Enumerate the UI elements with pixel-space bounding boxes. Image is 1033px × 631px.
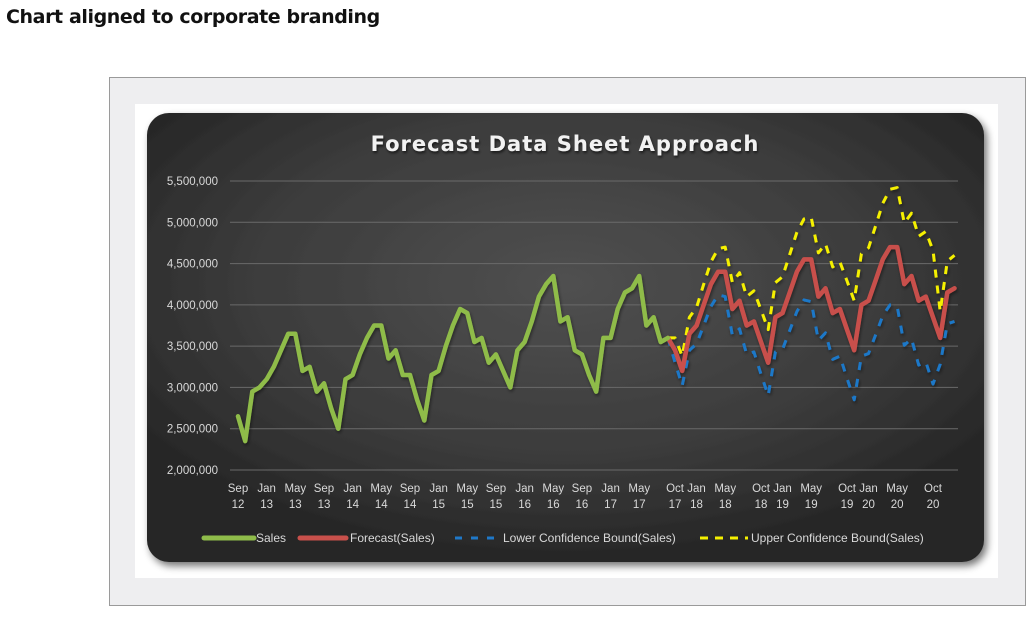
x-tick-year: 20 — [891, 499, 904, 511]
series-layer — [235, 186, 957, 444]
x-tick-month: Oct — [924, 483, 943, 495]
x-tick-month: Oct — [666, 483, 685, 495]
x-tick-month: Jan — [601, 483, 620, 495]
y-tick-label: 5,000,000 — [167, 217, 218, 229]
x-tick-year: 18 — [690, 499, 703, 511]
x-tick-year: 14 — [346, 499, 359, 511]
x-tick-month: May — [456, 483, 478, 495]
legend-item-forecast[interactable]: Forecast(Sales) — [297, 531, 435, 545]
legend-item-lower-bound[interactable]: Lower Confidence Bound(Sales) — [455, 531, 676, 545]
series-lower-bound — [666, 293, 955, 402]
y-tick-label: 4,000,000 — [167, 300, 218, 312]
x-tick-year: 15 — [490, 499, 503, 511]
x-tick-month: Jan — [859, 483, 878, 495]
series-forecast — [665, 244, 957, 374]
x-tick-year: 17 — [604, 499, 617, 511]
x-tick-year: 14 — [375, 499, 388, 511]
x-tick-month: May — [284, 483, 306, 495]
legend-label-lower-bound: Lower Confidence Bound(Sales) — [503, 531, 676, 545]
x-tick-year: 14 — [404, 499, 417, 511]
x-tick-year: 13 — [289, 499, 302, 511]
legend-label-forecast: Forecast(Sales) — [350, 531, 435, 545]
x-tick-year: 19 — [841, 499, 854, 511]
x-tick-year: 18 — [719, 499, 732, 511]
x-tick-month: Sep — [228, 483, 248, 495]
x-tick-year: 17 — [633, 499, 646, 511]
x-tick-year: 19 — [805, 499, 818, 511]
y-tick-label: 2,000,000 — [167, 465, 218, 477]
x-tick-year: 16 — [576, 499, 589, 511]
x-tick-month: Jan — [343, 483, 362, 495]
x-tick-month: May — [628, 483, 650, 495]
x-tick-year: 16 — [547, 499, 560, 511]
x-tick-month: Oct — [838, 483, 857, 495]
x-tick-month: Jan — [257, 483, 276, 495]
x-tick-month: May — [370, 483, 392, 495]
legend-item-upper-bound[interactable]: Upper Confidence Bound(Sales) — [700, 531, 924, 545]
x-tick-month: Jan — [687, 483, 706, 495]
y-axis-labels: 2,000,000 2,500,000 3,000,000 3,500,000 4,00… — [167, 176, 218, 477]
x-tick-month: Sep — [314, 483, 334, 495]
x-tick-year: 15 — [461, 499, 474, 511]
y-tick-label: 4,500,000 — [167, 259, 218, 271]
x-tick-year: 15 — [432, 499, 445, 511]
series-sales — [235, 273, 671, 444]
x-tick-month: Jan — [429, 483, 448, 495]
x-tick-year: 20 — [862, 499, 875, 511]
page-heading: Chart aligned to corporate branding — [6, 6, 380, 28]
legend-item-sales[interactable]: Sales — [201, 531, 286, 545]
chart-background — [147, 113, 984, 562]
legend: Sales Forecast(Sales) Lower Confidence B… — [201, 531, 924, 545]
chart-title: Forecast Data Sheet Approach — [371, 132, 760, 156]
x-tick-year: 13 — [318, 499, 331, 511]
legend-label-sales: Sales — [256, 531, 286, 545]
y-tick-label: 2,500,000 — [167, 424, 218, 436]
x-tick-month: Jan — [773, 483, 792, 495]
y-tick-label: 3,000,000 — [167, 382, 218, 394]
x-tick-month: Sep — [400, 483, 420, 495]
x-tick-month: May — [800, 483, 822, 495]
x-tick-year: 13 — [260, 499, 273, 511]
x-tick-month: May — [542, 483, 564, 495]
x-tick-year: 16 — [518, 499, 531, 511]
y-tick-label: 5,500,000 — [167, 176, 218, 188]
x-tick-year: 18 — [755, 499, 768, 511]
x-tick-month: Sep — [486, 483, 506, 495]
x-tick-month: Sep — [572, 483, 592, 495]
x-tick-month: Jan — [515, 483, 534, 495]
x-axis-labels: Sep 12 Jan 13 May 13 Sep 13 Jan 14 May 14 Sep 14 Jan 15… — [228, 483, 943, 511]
x-tick-year: 12 — [232, 499, 245, 511]
y-tick-label: 3,500,000 — [167, 341, 218, 353]
x-tick-month: May — [886, 483, 908, 495]
x-tick-year: 19 — [776, 499, 789, 511]
x-tick-month: May — [714, 483, 736, 495]
x-tick-year: 17 — [669, 499, 682, 511]
legend-label-upper-bound: Upper Confidence Bound(Sales) — [751, 531, 924, 545]
x-tick-year: 20 — [927, 499, 940, 511]
x-tick-month: Oct — [752, 483, 771, 495]
